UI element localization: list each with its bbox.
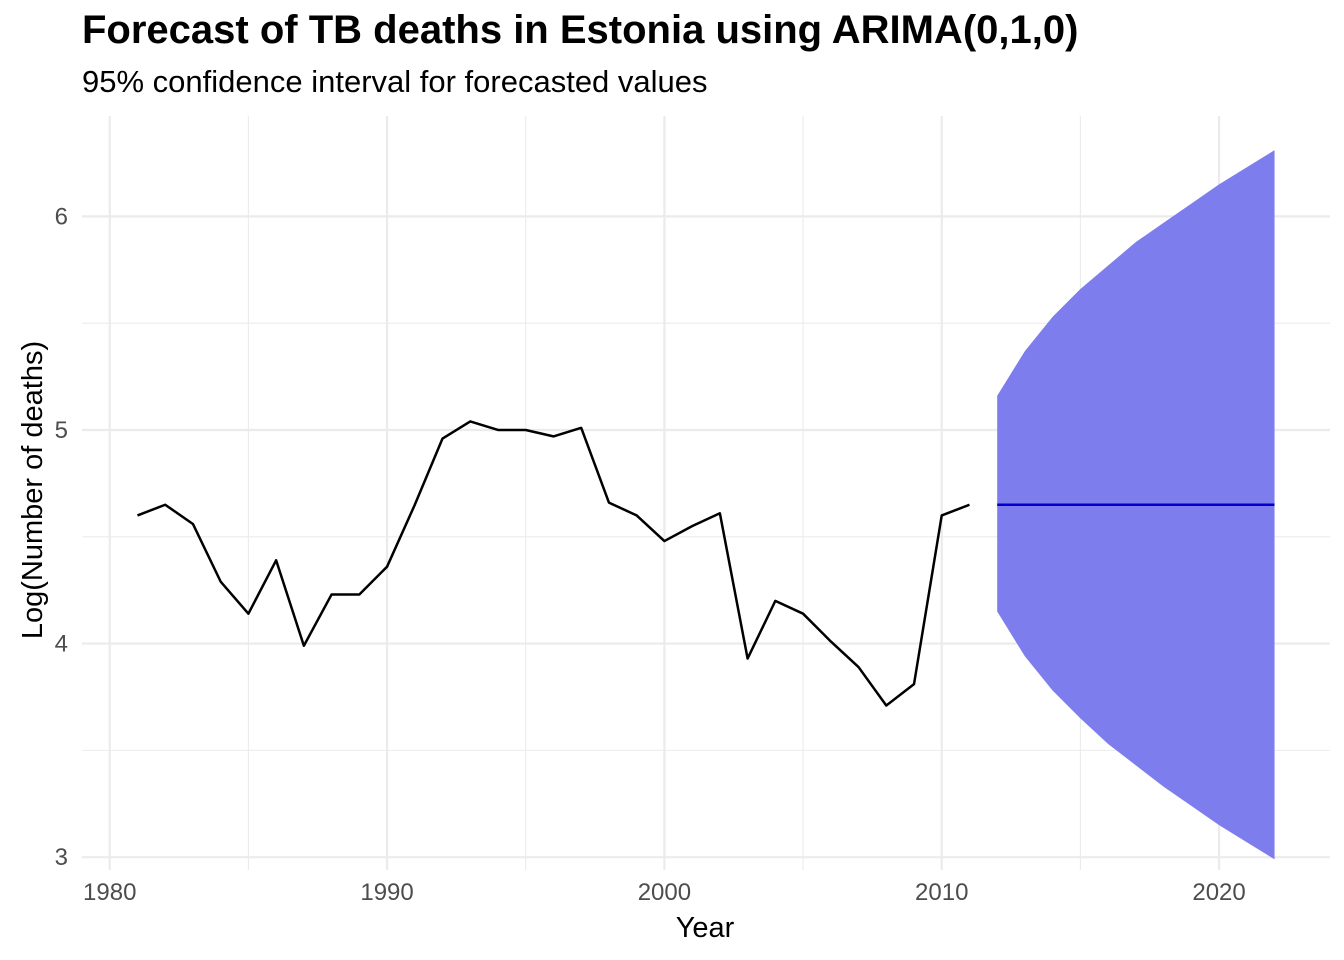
y-tick-label: 6 bbox=[55, 203, 68, 230]
x-tick-label: 2010 bbox=[915, 879, 968, 906]
x-axis-title: Year bbox=[676, 912, 735, 944]
y-tick-label: 5 bbox=[55, 417, 68, 444]
y-axis-title: Log(Number of deaths) bbox=[17, 341, 49, 639]
x-tick-label: 1980 bbox=[83, 879, 136, 906]
y-tick-label: 4 bbox=[55, 631, 68, 658]
observed-series-line bbox=[137, 420, 970, 707]
chart-subtitle: 95% confidence interval for forecasted v… bbox=[82, 64, 708, 99]
x-tick-label: 1990 bbox=[360, 879, 413, 906]
y-tick-label: 3 bbox=[55, 844, 68, 871]
x-tick-label: 2000 bbox=[638, 879, 691, 906]
chart-title: Forecast of TB deaths in Estonia using A… bbox=[82, 8, 1079, 52]
x-tick-labels: 1980 1990 2000 2010 2020 bbox=[83, 879, 1246, 906]
x-tick-label: 2020 bbox=[1192, 879, 1245, 906]
y-tick-labels: 3 4 5 6 bbox=[55, 203, 68, 871]
series-lines bbox=[137, 420, 1275, 707]
